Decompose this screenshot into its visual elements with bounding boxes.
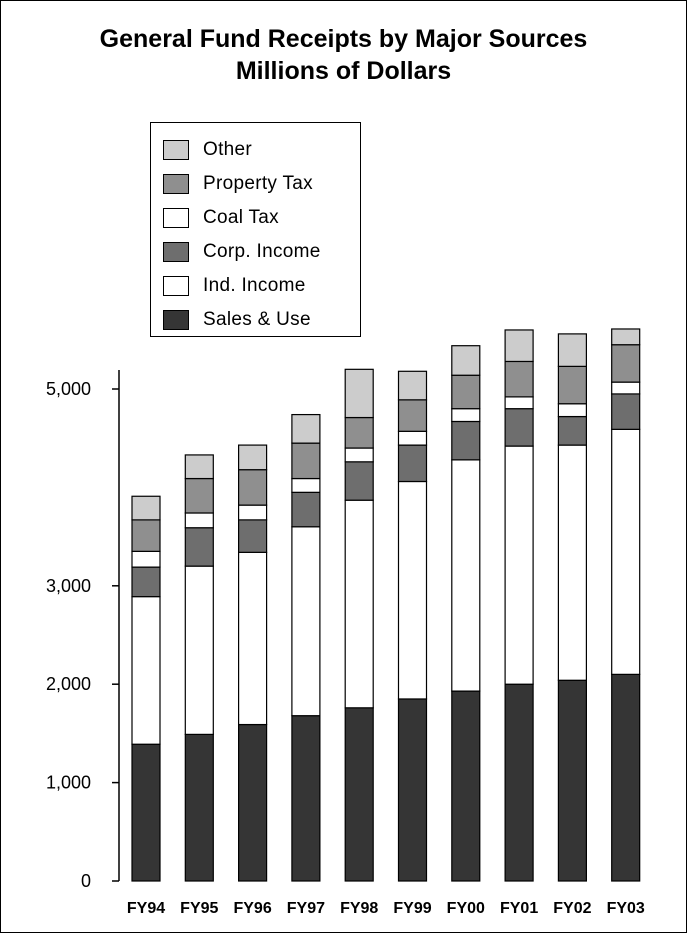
legend-label-sales-use: Sales & Use bbox=[203, 309, 311, 330]
bar-segment bbox=[451, 408, 481, 423]
bar-segment bbox=[131, 596, 161, 745]
legend-swatch-ind-income bbox=[163, 276, 189, 296]
bar-segment bbox=[504, 683, 534, 882]
legend-item-sales-use: Sales & Use bbox=[163, 308, 311, 332]
x-tick-label: FY02 bbox=[553, 900, 591, 917]
bar-segment bbox=[557, 415, 588, 446]
bar-segment bbox=[504, 360, 534, 398]
chart-title: General Fund Receipts by Major Sources bbox=[99, 25, 588, 53]
bar-segment bbox=[184, 454, 214, 480]
bar-segment bbox=[238, 519, 268, 553]
bar-segment bbox=[397, 480, 428, 700]
bar-segment bbox=[557, 403, 588, 418]
x-tick-label: FY03 bbox=[607, 900, 645, 917]
bar-segment bbox=[504, 408, 534, 447]
bar-segment bbox=[344, 416, 374, 449]
bar-segment bbox=[611, 381, 641, 395]
bar-segment bbox=[291, 526, 321, 717]
bar-segment bbox=[184, 565, 214, 735]
bar-segment bbox=[397, 698, 428, 882]
bar-segment bbox=[238, 551, 268, 726]
bar-segment bbox=[451, 374, 481, 410]
legend-swatch-coal-tax bbox=[163, 208, 189, 228]
bar-segment bbox=[611, 673, 641, 882]
bar-segment bbox=[397, 444, 428, 483]
legend-swatch-corp-income bbox=[163, 242, 189, 262]
bar-segment bbox=[611, 328, 641, 346]
y-tick-label: 5,000 bbox=[46, 379, 91, 399]
bar-segment bbox=[344, 499, 374, 709]
x-tick-label: FY96 bbox=[233, 900, 271, 917]
bar-segment bbox=[238, 723, 268, 882]
y-tick-label: 3,000 bbox=[46, 576, 91, 596]
bar-segment bbox=[397, 399, 428, 432]
x-tick-label: FY01 bbox=[500, 900, 538, 917]
bar-segment bbox=[504, 445, 534, 685]
x-tick-label: FY95 bbox=[180, 900, 218, 917]
chart-subtitle: Millions of Dollars bbox=[235, 57, 452, 85]
legend-label-property-tax: Property Tax bbox=[203, 173, 313, 194]
bar-segment bbox=[557, 679, 588, 882]
bar-segment bbox=[238, 444, 268, 471]
bar-segment bbox=[291, 442, 321, 480]
legend-label-coal-tax: Coal Tax bbox=[203, 207, 279, 228]
y-tick-label: 2,000 bbox=[46, 674, 91, 694]
x-tick-label: FY97 bbox=[287, 900, 325, 917]
bar-segment bbox=[344, 461, 374, 501]
bar-segment bbox=[184, 733, 214, 882]
bar-segment bbox=[611, 428, 641, 675]
legend-label-ind-income: Ind. Income bbox=[203, 275, 306, 296]
bar-segment bbox=[451, 690, 481, 882]
bar-segment bbox=[184, 512, 214, 529]
bar-segment bbox=[344, 707, 374, 882]
bar-segment bbox=[238, 469, 268, 506]
bar-segment bbox=[397, 370, 428, 401]
legend-swatch-other bbox=[163, 140, 189, 160]
legend-swatch-property-tax bbox=[163, 174, 189, 194]
x-tick-label: FY94 bbox=[127, 900, 165, 917]
bar-segment bbox=[291, 413, 321, 444]
bar-segment bbox=[557, 333, 588, 367]
bar-segment bbox=[451, 459, 481, 692]
x-tick-label: FY99 bbox=[393, 900, 431, 917]
bar-segment bbox=[611, 344, 641, 383]
legend-item-corp-income: Corp. Income bbox=[163, 240, 321, 264]
bar-segment bbox=[344, 447, 374, 463]
chart-legend: Other Property Tax Coal Tax Corp. Income… bbox=[150, 122, 361, 337]
bar-segment bbox=[131, 550, 161, 568]
bar-segment bbox=[344, 368, 374, 419]
bar-segment bbox=[611, 393, 641, 430]
bar-segment bbox=[184, 477, 214, 514]
bar-segment bbox=[557, 365, 588, 405]
bar-segment bbox=[131, 495, 161, 521]
bar-segment bbox=[291, 477, 321, 493]
legend-label-other: Other bbox=[203, 139, 253, 160]
bar-segment bbox=[504, 396, 534, 410]
bar-segment bbox=[451, 345, 481, 376]
x-tick-label: FY98 bbox=[340, 900, 378, 917]
bar-segment bbox=[451, 420, 481, 461]
legend-item-other: Other bbox=[163, 138, 252, 162]
bar-segment bbox=[131, 566, 161, 598]
legend-item-property-tax: Property Tax bbox=[163, 172, 313, 196]
legend-item-ind-income: Ind. Income bbox=[163, 274, 306, 298]
bar-segment bbox=[504, 329, 534, 363]
bar-segment bbox=[238, 504, 268, 521]
bar-segment bbox=[131, 743, 161, 882]
bar-segment bbox=[131, 519, 161, 552]
bar-segment bbox=[184, 527, 214, 567]
bar-segment bbox=[291, 715, 321, 882]
bar-segment bbox=[557, 444, 588, 681]
y-tick-label: 1,000 bbox=[46, 773, 91, 793]
x-tick-label: FY00 bbox=[447, 900, 485, 917]
legend-label-corp-income: Corp. Income bbox=[203, 241, 321, 262]
bar-segment bbox=[291, 491, 321, 528]
y-tick-label: 0 bbox=[81, 871, 91, 891]
bar-segment bbox=[397, 430, 428, 446]
legend-item-coal-tax: Coal Tax bbox=[163, 206, 279, 230]
legend-swatch-sales-use bbox=[163, 310, 189, 330]
